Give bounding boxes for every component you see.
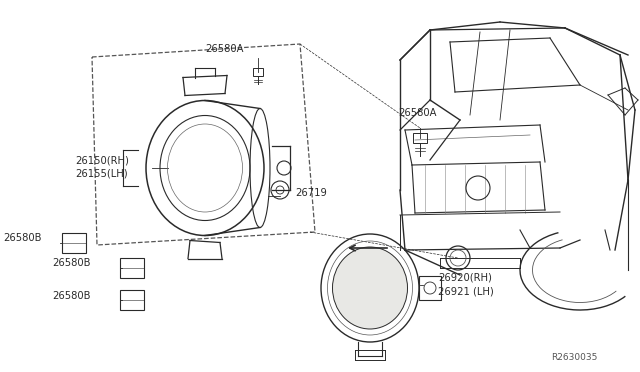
Text: 26580A: 26580A — [205, 44, 244, 54]
Text: R2630035: R2630035 — [552, 353, 598, 362]
Bar — [419, 276, 441, 300]
Bar — [413, 133, 427, 143]
Text: 26580B: 26580B — [52, 291, 90, 301]
Bar — [253, 68, 263, 76]
Text: 26719: 26719 — [295, 188, 327, 198]
Text: 26580A: 26580A — [398, 108, 436, 118]
Text: 26155(LH): 26155(LH) — [75, 168, 127, 178]
Bar — [120, 258, 144, 278]
Bar — [120, 290, 144, 310]
Text: 26580B: 26580B — [52, 258, 90, 268]
Ellipse shape — [333, 247, 408, 329]
Text: 26150(RH): 26150(RH) — [75, 155, 129, 165]
Text: 26921 (LH): 26921 (LH) — [438, 287, 493, 297]
Text: 26580B: 26580B — [3, 233, 42, 243]
Text: 26920(RH): 26920(RH) — [438, 273, 492, 283]
Bar — [62, 233, 86, 253]
